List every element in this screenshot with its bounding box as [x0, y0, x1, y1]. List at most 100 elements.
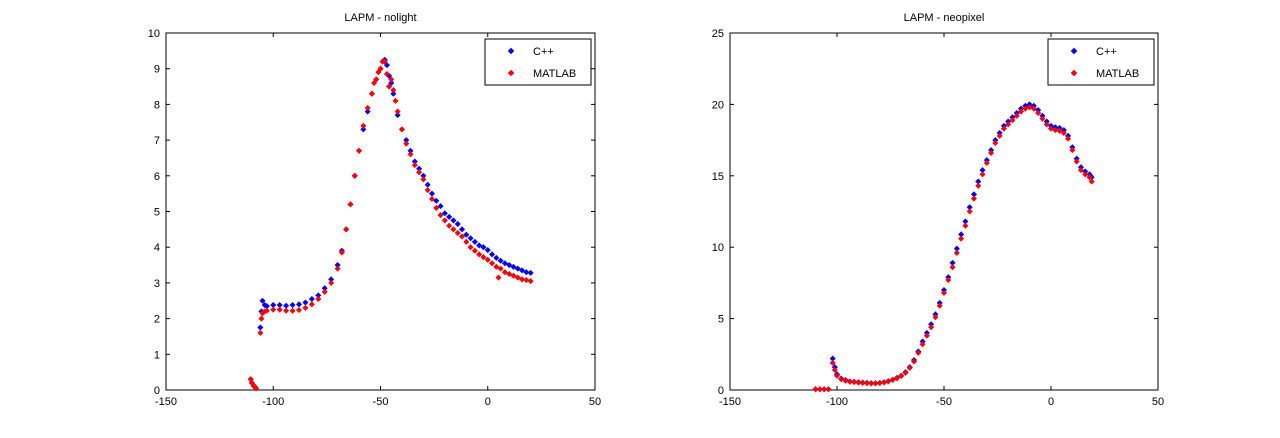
data-point	[373, 76, 380, 83]
data-point	[510, 263, 517, 270]
data-point	[467, 235, 474, 242]
data-point	[248, 379, 255, 386]
data-point	[471, 238, 478, 245]
data-point	[833, 372, 841, 379]
data-point	[1022, 105, 1029, 112]
data-point	[392, 97, 399, 104]
data-point	[1082, 171, 1089, 178]
data-point	[970, 195, 977, 202]
data-point	[1039, 115, 1046, 122]
data-point	[259, 297, 266, 304]
data-point	[489, 260, 496, 267]
data-point	[295, 301, 303, 308]
data-point	[501, 260, 508, 267]
y-tick-label: 25	[712, 28, 724, 40]
data-point	[1009, 117, 1016, 124]
data-point	[454, 220, 461, 228]
y-tick-label: 5	[154, 207, 160, 219]
series-matlab	[812, 104, 1095, 393]
data-point	[424, 187, 431, 194]
data-point	[983, 159, 990, 166]
data-point	[506, 270, 513, 277]
data-point	[953, 249, 960, 256]
data-point	[906, 364, 913, 371]
data-point	[383, 71, 390, 78]
data-point	[416, 169, 423, 176]
data-point	[356, 147, 363, 154]
data-point	[394, 108, 401, 115]
data-point	[1052, 127, 1059, 134]
data-point	[315, 295, 322, 302]
data-point	[988, 149, 995, 156]
data-point	[480, 244, 487, 251]
data-point	[428, 190, 436, 197]
data-point	[388, 79, 395, 87]
y-tick-label: 8	[154, 99, 160, 111]
series-c-	[247, 56, 534, 392]
data-point	[1088, 178, 1095, 185]
legend-marker	[507, 69, 515, 77]
data-point	[433, 204, 440, 211]
data-point	[876, 380, 883, 387]
data-point	[1000, 125, 1007, 132]
y-tick-label: 0	[718, 385, 724, 397]
data-point	[825, 386, 832, 393]
y-tick-label: 15	[712, 171, 724, 183]
data-point	[364, 108, 371, 115]
data-point	[1026, 104, 1033, 111]
y-tick-label: 20	[712, 99, 724, 111]
data-point	[949, 264, 956, 271]
plot-lapm-neopixel: LAPM - neopixel -150 -100 -50 0 50 0 5 10 15 20 25 C…	[712, 12, 1164, 408]
x-tick-label: 50	[1152, 396, 1164, 408]
data-point	[527, 269, 534, 276]
data-point	[1043, 121, 1050, 128]
x-tick-label: -50	[936, 396, 952, 408]
data-point	[390, 87, 397, 94]
data-point	[838, 376, 845, 383]
data-point	[308, 295, 315, 302]
data-point	[308, 301, 315, 308]
data-point	[501, 269, 508, 276]
data-point	[289, 307, 296, 314]
data-point	[394, 112, 401, 119]
data-point	[338, 249, 345, 256]
data-point	[343, 226, 350, 233]
x-tick-label: -50	[373, 396, 389, 408]
data-point	[257, 324, 264, 331]
data-point	[458, 233, 466, 240]
data-point	[1069, 147, 1076, 154]
data-point	[497, 265, 504, 272]
data-point	[831, 366, 838, 374]
data-point	[289, 302, 296, 309]
data-point	[428, 195, 436, 203]
data-point	[476, 251, 483, 258]
data-point	[381, 58, 388, 65]
data-point	[919, 341, 926, 348]
data-point	[911, 358, 918, 365]
data-point	[437, 212, 444, 219]
data-point	[446, 222, 453, 229]
data-point	[846, 378, 853, 385]
y-tick-label: 4	[154, 242, 160, 254]
data-point	[489, 251, 496, 258]
data-point	[484, 247, 491, 254]
data-point	[829, 359, 836, 366]
x-tick-label: -150	[719, 396, 741, 408]
data-point	[945, 277, 952, 284]
legend-label: MATLAB	[533, 68, 576, 80]
data-point	[375, 69, 382, 76]
legend-box	[1047, 38, 1155, 86]
data-point	[328, 279, 335, 286]
data-point	[932, 314, 939, 321]
data-point	[458, 226, 466, 233]
data-point	[270, 306, 277, 313]
data-point	[360, 126, 367, 133]
x-tick-label: -100	[826, 396, 848, 408]
data-point	[523, 277, 530, 284]
chart-title: LAPM - neopixel	[904, 12, 985, 24]
x-tick-label: 50	[589, 396, 601, 408]
data-point	[302, 304, 309, 311]
data-point	[454, 229, 461, 236]
data-point	[257, 329, 264, 336]
